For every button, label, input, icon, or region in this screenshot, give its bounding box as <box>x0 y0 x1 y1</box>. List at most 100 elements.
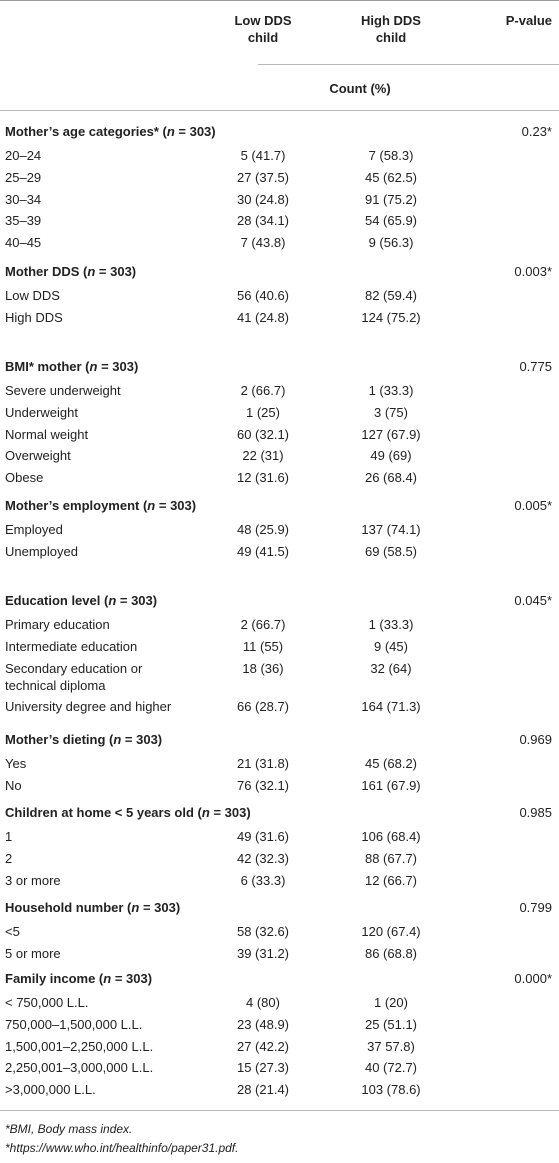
section-title-text: Mother’s employment ( <box>5 498 148 513</box>
header-count-percent: Count (%) <box>329 81 391 96</box>
section-title-n: n <box>147 498 156 513</box>
row-low-dds-count: 42 (32.3) <box>236 850 290 866</box>
section-title-text: Mother DDS ( <box>5 264 88 279</box>
row-label: Secondary education or <box>5 660 143 676</box>
table-bottom-rule <box>0 1110 559 1111</box>
row-high-dds-count: 124 (75.2) <box>361 309 421 325</box>
row-high-dds-count: 7 (58.3) <box>368 148 414 163</box>
row-low-dds-count: 1 (25) <box>246 404 280 420</box>
subheader-rule <box>0 110 559 111</box>
header-low-dds-line2: child <box>247 30 279 45</box>
section-title-suffix: = 303) <box>111 971 153 986</box>
row-label: 40–45 <box>5 235 42 251</box>
section-title-suffix: = 303) <box>121 732 163 747</box>
row-low-dds-count: 5 (41.7) <box>240 148 286 163</box>
row-high-dds-count: 32 (64) <box>370 660 412 676</box>
section-title-n: n <box>113 732 122 747</box>
row-label-continued: technical diploma <box>5 677 106 693</box>
row-high-dds-count: 86 (68.8) <box>364 945 418 961</box>
row-label: Overweight <box>5 448 71 464</box>
section-title-n: n <box>166 124 175 139</box>
row-label: No <box>5 777 22 793</box>
row-low-dds-count: 7 (43.8) <box>240 235 286 251</box>
row-high-dds-count: 1 (33.3) <box>368 617 414 632</box>
row-high-dds-count: 25 (51.1) <box>364 1016 418 1032</box>
row-low-dds-count: 4 (80) <box>246 995 280 1010</box>
row-high-dds-count: 164 (71.3) <box>361 699 421 715</box>
section-title: Family income (n = 303) <box>5 970 152 987</box>
row-label: Intermediate education <box>5 638 138 654</box>
row-high-dds-count: 26 (68.4) <box>364 470 418 486</box>
row-low-dds-count: 18 (36) <box>242 660 284 676</box>
row-low-dds-count: 15 (27.3) <box>236 1060 290 1076</box>
row-label: Normal weight <box>5 426 89 442</box>
row-label: Underweight <box>5 404 78 420</box>
section-pvalue: 0.045* <box>514 593 552 608</box>
table-top-rule <box>0 0 559 1</box>
row-label: Unemployed <box>5 543 78 559</box>
section-title-text: Mother’s age categories* ( <box>5 124 167 139</box>
row-low-dds-count: 11 (55) <box>242 638 284 654</box>
section-title-n: n <box>108 593 117 608</box>
section-title: Mother’s age categories* (n = 303) <box>5 123 216 140</box>
row-label: 1 <box>5 829 13 844</box>
row-high-dds-count: 9 (45) <box>374 638 408 654</box>
section-title: Education level (n = 303) <box>5 592 157 609</box>
section-title: Mother DDS (n = 303) <box>5 263 136 280</box>
section-title-text: Family income ( <box>5 971 104 986</box>
row-high-dds-count: 12 (66.7) <box>364 872 418 888</box>
row-high-dds-count: 103 (78.6) <box>361 1082 421 1098</box>
row-label: 35–39 <box>5 213 42 229</box>
section-title-text: Education level ( <box>5 593 109 608</box>
row-low-dds-count: 28 (21.4) <box>236 1082 290 1098</box>
row-low-dds-count: 27 (37.5) <box>236 169 290 185</box>
section-title-suffix: = 303) <box>155 498 197 513</box>
row-label: 20–24 <box>5 148 42 163</box>
row-high-dds-count: 91 (75.2) <box>364 191 418 207</box>
header-high-dds-line1: High DDS <box>361 13 421 28</box>
section-pvalue: 0.969 <box>519 732 552 747</box>
row-low-dds-count: 6 (33.3) <box>240 872 286 888</box>
footnote-bmi: *BMI, Body mass index. <box>5 1122 133 1136</box>
section-pvalue: 0.003* <box>514 264 552 279</box>
section-pvalue: 0.23* <box>521 124 552 139</box>
row-low-dds-count: 49 (41.5) <box>236 543 290 559</box>
row-low-dds-count: 28 (34.1) <box>236 213 290 229</box>
row-low-dds-count: 58 (32.6) <box>236 924 290 939</box>
row-label: 750,000–1,500,000 L.L. <box>5 1016 143 1032</box>
section-title: Children at home < 5 years old (n = 303) <box>5 804 251 821</box>
row-label: 30–34 <box>5 191 42 207</box>
section-pvalue: 0.985 <box>519 805 552 820</box>
section-pvalue: 0.000* <box>514 971 552 986</box>
row-label: Yes <box>5 756 27 771</box>
row-label: >3,000,000 L.L. <box>5 1082 96 1098</box>
row-label: Primary education <box>5 617 110 632</box>
row-label: Employed <box>5 522 63 537</box>
section-title-n: n <box>201 805 210 820</box>
row-high-dds-count: 88 (67.7) <box>364 850 418 866</box>
section-title-suffix: = 303) <box>116 593 158 608</box>
row-low-dds-count: 56 (40.6) <box>236 288 290 303</box>
row-low-dds-count: 2 (66.7) <box>240 617 286 632</box>
row-high-dds-count: 3 (75) <box>374 404 408 420</box>
section-title-text: Mother’s dieting ( <box>5 732 114 747</box>
row-high-dds-count: 1 (33.3) <box>368 383 414 398</box>
section-title-suffix: = 303) <box>139 900 181 915</box>
header-pvalue: P-value <box>505 13 552 28</box>
row-low-dds-count: 49 (31.6) <box>236 829 290 844</box>
row-low-dds-count: 39 (31.2) <box>236 945 290 961</box>
row-high-dds-count: 82 (59.4) <box>364 288 418 303</box>
row-high-dds-count: 106 (68.4) <box>361 829 421 844</box>
row-label: 2,250,001–3,000,000 L.L. <box>5 1060 154 1076</box>
row-high-dds-count: 1 (20) <box>374 995 408 1010</box>
row-label: < 750,000 L.L. <box>5 995 89 1010</box>
row-label: University degree and higher <box>5 699 172 715</box>
row-high-dds-count: 54 (65.9) <box>364 213 418 229</box>
section-title: Mother’s dieting (n = 303) <box>5 731 162 748</box>
section-title: Mother’s employment (n = 303) <box>5 497 196 514</box>
row-label: Severe underweight <box>5 383 121 398</box>
row-high-dds-count: 120 (67.4) <box>361 924 421 939</box>
header-low-dds: Low DDS child <box>223 12 303 46</box>
row-high-dds-count: 9 (56.3) <box>368 235 414 251</box>
